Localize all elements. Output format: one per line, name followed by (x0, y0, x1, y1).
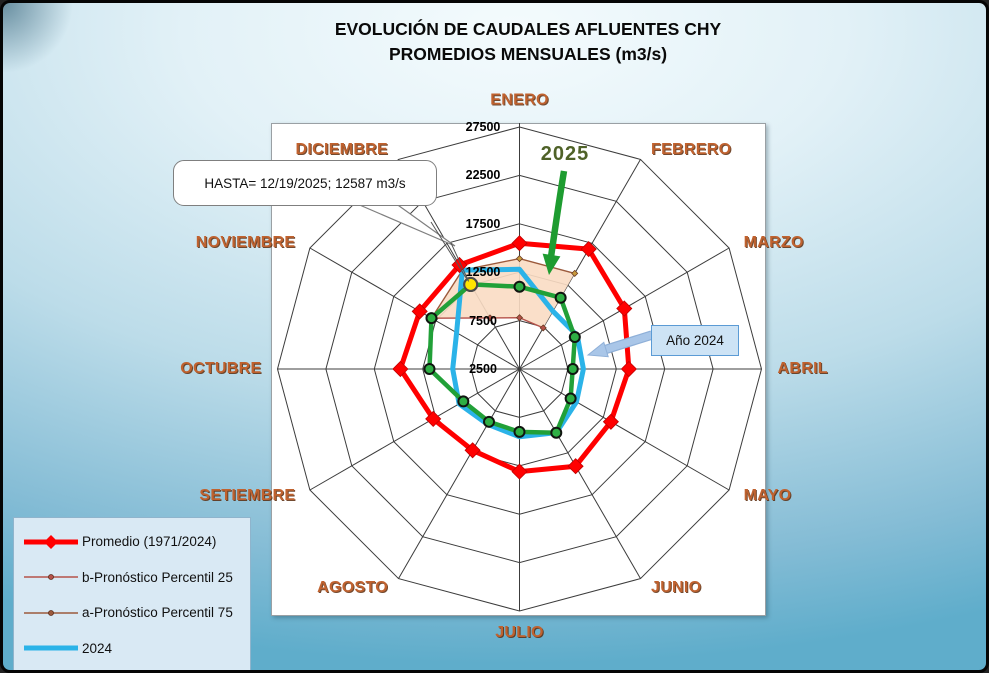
year-2025-label[interactable]: 2025 (540, 143, 590, 165)
legend-item-0[interactable]: Promedio (1971/2024) (22, 534, 250, 550)
chart-title: EVOLUCIÓN DE CAUDALES AFLUENTES CHY PROM… (253, 17, 803, 68)
legend-label: b-Pronóstico Percentil 25 (82, 569, 233, 585)
month-label-noviembre: NOVIEMBRE (195, 233, 296, 251)
legend-item-2[interactable]: a-Pronóstico Percentil 75 (22, 605, 250, 621)
month-label-setiembre: SETIEMBRE (199, 486, 296, 504)
legend-item-3[interactable]: 2024 (22, 640, 250, 656)
chart-legend[interactable]: Promedio (1971/2024) b-Pronóstico Percent… (13, 517, 251, 670)
legend-label: 2024 (82, 640, 113, 656)
ano-2024-label[interactable]: Año 2024 (651, 325, 739, 356)
month-label-abril: ABRIL (777, 360, 828, 377)
tick-label-27500: 27500 (465, 120, 501, 134)
legend-item-1[interactable]: b-Pronóstico Percentil 25 (22, 569, 250, 585)
legend-label: a-Pronóstico Percentil 75 (82, 605, 233, 621)
month-label-julio: JULIO (495, 624, 544, 642)
chart-title-line1: EVOLUCIÓN DE CAUDALES AFLUENTES CHY (334, 19, 722, 39)
month-label-junio: JUNIO (651, 579, 702, 597)
tick-label-7500: 7500 (469, 313, 497, 328)
month-label-octubre: OCTUBRE (180, 360, 262, 377)
legend-swatch-icon (24, 645, 78, 651)
month-label-febrero: FEBRERO (651, 140, 732, 158)
month-label-enero: ENERO (490, 91, 549, 109)
tick-label-12500: 12500 (465, 265, 501, 280)
hasta-callout-text: HASTA= 12/19/2025; 12587 m3/s (204, 175, 406, 191)
chart-title-line2: PROMEDIOS MENSUALES (m3/s) (388, 44, 668, 65)
legend-swatch-icon (24, 609, 78, 616)
tick-label-2500: 2500 (469, 362, 497, 376)
tick-label-22500: 22500 (465, 168, 501, 183)
legend-swatch-icon (24, 574, 78, 581)
ano-2024-text: Año 2024 (666, 333, 724, 348)
month-label-diciembre: DICIEMBRE (295, 140, 388, 158)
hasta-callout[interactable]: HASTA= 12/19/2025; 12587 m3/s (173, 160, 437, 206)
legend-label: Promedio (1971/2024) (82, 534, 217, 550)
month-label-agosto: AGOSTO (317, 579, 388, 597)
month-label-marzo: MARZO (743, 233, 804, 251)
tick-label-17500: 17500 (465, 216, 501, 231)
legend-swatch-icon (24, 534, 78, 549)
month-label-mayo: MAYO (743, 486, 792, 504)
